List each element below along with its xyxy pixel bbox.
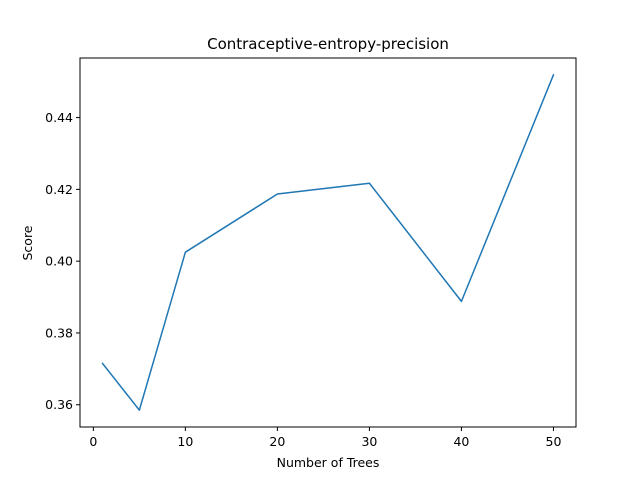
plot-area: [101, 73, 555, 411]
y-tick-label: 0.44: [45, 110, 73, 125]
x-tick-label: 30: [361, 434, 377, 449]
y-axis-label: Score: [20, 225, 35, 260]
y-tick-label: 0.42: [45, 182, 73, 197]
x-tick-label: 10: [177, 434, 193, 449]
x-axis: 0 10 20 30 40 50: [89, 427, 561, 449]
y-axis: 0.36 0.38 0.40 0.42 0.44: [45, 110, 80, 412]
chart-title: Contraceptive-entropy-precision: [207, 35, 449, 53]
y-tick-label: 0.36: [45, 397, 73, 412]
series-line: [101, 73, 555, 411]
y-tick-label: 0.40: [45, 254, 73, 269]
axes-frame: [79, 57, 577, 428]
x-axis-label: Number of Trees: [277, 455, 380, 470]
x-tick-label: 50: [546, 434, 562, 449]
x-tick-label: 0: [89, 434, 97, 449]
x-tick-label: 40: [453, 434, 469, 449]
x-tick-label: 20: [269, 434, 285, 449]
y-tick-label: 0.38: [45, 325, 73, 340]
